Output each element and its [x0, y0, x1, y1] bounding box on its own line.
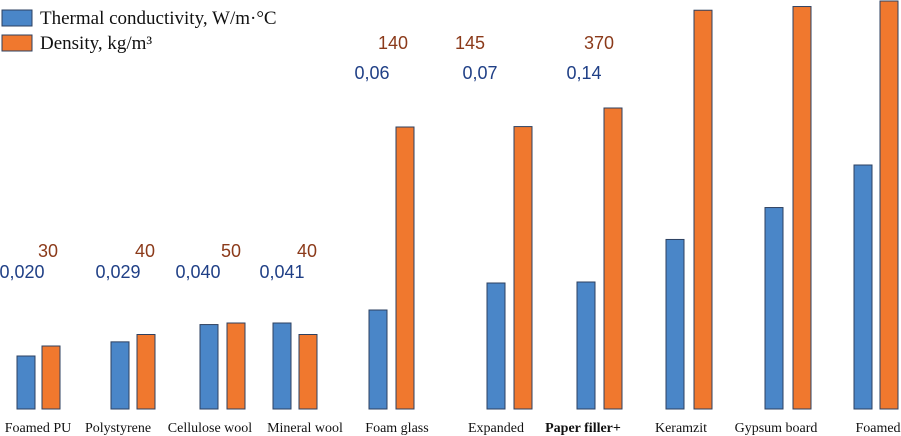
bar-thermal-polystyrene — [110, 341, 130, 410]
value-label-density-3: 40 — [297, 241, 317, 261]
bar-density-keramzit — [693, 9, 713, 410]
value-label-density-4: 140 — [378, 33, 408, 53]
bar-density-foamed-pu — [41, 345, 61, 410]
bar-thermal-foamed-pu — [16, 355, 36, 410]
value-label-density-0: 30 — [38, 241, 58, 261]
bar-density-cellulose-wool — [226, 322, 246, 410]
value-label-thermal-4: 0,06 — [354, 63, 389, 83]
category-labels-layer: Foamed PU Polystyrene Cellulose wool Minera… — [5, 421, 901, 436]
bars-layer — [16, 0, 899, 410]
value-label-thermal-1: 0,029 — [95, 262, 140, 282]
value-label-thermal-3: 0,041 — [259, 262, 304, 282]
bar-density-polystyrene — [136, 334, 156, 410]
legend-label-density: Density, kg/m³ — [40, 33, 152, 54]
value-label-thermal-0: 0,020 — [0, 262, 45, 282]
bar-density-expanded — [513, 126, 533, 410]
category-label-cellulose-wool: Cellulose wool — [168, 421, 252, 436]
bar-density-mineral-wool — [298, 334, 318, 410]
category-label-keramzit: Keramzit — [655, 421, 707, 436]
legend-label-thermal: Thermal conductivity, W/m·°C — [40, 8, 277, 29]
category-label-foamed: Foamed — [855, 421, 900, 436]
value-labels-layer: 0,020 0,029 0,040 0,041 0,06 0,07 0,14 30 40 50 40… — [0, 33, 614, 282]
category-label-mineral-wool: Mineral wool — [267, 421, 343, 436]
bar-density-foamed — [879, 0, 899, 410]
bar-thermal-gypsum-board — [764, 207, 784, 410]
category-label-paper-filler: Paper filler+ — [545, 421, 621, 436]
category-label-gypsum-board: Gypsum board — [735, 421, 818, 436]
bar-thermal-mineral-wool — [272, 322, 292, 410]
bar-thermal-paper-filler — [576, 281, 596, 410]
value-label-density-5: 145 — [455, 33, 485, 53]
bar-thermal-foamed — [853, 164, 873, 410]
category-label-polystyrene: Polystyrene — [85, 421, 151, 436]
legend: Thermal conductivity, W/m·°C Density, kg… — [1, 8, 277, 54]
bar-thermal-foam-glass — [368, 309, 388, 410]
value-label-thermal-2: 0,040 — [175, 262, 220, 282]
bar-thermal-cellulose-wool — [199, 324, 219, 410]
value-label-density-6: 370 — [584, 33, 614, 53]
value-label-thermal-6: 0,14 — [566, 63, 601, 83]
value-label-thermal-5: 0,07 — [462, 63, 497, 83]
bar-density-paper-filler — [603, 107, 623, 410]
bar-thermal-keramzit — [665, 238, 685, 410]
legend-swatch-density — [1, 34, 33, 52]
category-label-foamed-pu: Foamed PU — [5, 421, 72, 436]
bar-density-foam-glass — [395, 126, 415, 410]
category-label-expanded: Expanded — [468, 421, 524, 436]
bar-thermal-expanded — [486, 282, 506, 410]
value-label-density-2: 50 — [221, 241, 241, 261]
legend-swatch-thermal — [1, 9, 33, 27]
value-label-density-1: 40 — [135, 241, 155, 261]
category-label-foam-glass: Foam glass — [365, 421, 428, 436]
bar-density-gypsum-board — [792, 6, 812, 410]
